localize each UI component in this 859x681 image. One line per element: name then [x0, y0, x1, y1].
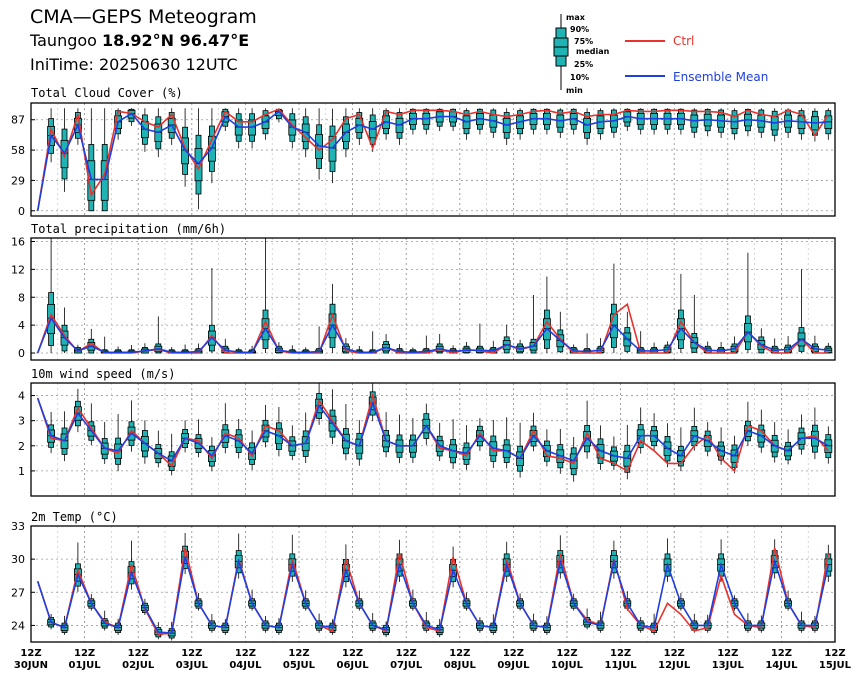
legend	[553, 14, 665, 90]
location-line: Taungoo 18.92°N 96.47°E	[30, 31, 249, 50]
x-date-label: 08JUL	[444, 660, 477, 671]
legend-box-label: 10%	[570, 73, 589, 82]
panel-title: 10m wind speed (m/s)	[31, 367, 176, 381]
x-date-label: 03JUL	[176, 660, 209, 671]
x-hour-label: 12Z	[771, 648, 792, 659]
y-tick-label: 24	[11, 619, 25, 632]
x-hour-label: 12Z	[396, 648, 417, 659]
panel-title: Total Cloud Cover (%)	[31, 86, 183, 100]
y-tick-label: 58	[11, 144, 25, 157]
panel-frame	[30, 525, 836, 643]
panel-title: 2m Temp (°C)	[31, 510, 118, 524]
panel-frame	[30, 237, 836, 361]
x-hour-label: 12Z	[664, 648, 685, 659]
mean-line	[36, 556, 830, 635]
panel-title: Total precipitation (mm/6h)	[31, 222, 226, 236]
x-date-label: 05JUL	[283, 660, 316, 671]
x-hour-label: 12Z	[20, 648, 41, 659]
y-tick-label: 1	[18, 465, 25, 478]
x-hour-label: 12Z	[235, 648, 256, 659]
x-date-label: 10JUL	[551, 660, 584, 671]
init-time: IniTime: 20250630 12UTC	[30, 55, 238, 74]
location-name: Taungoo	[30, 31, 97, 50]
x-date-label: 15JUL	[819, 660, 852, 671]
legend-box-label: 75%	[574, 37, 593, 46]
x-hour-label: 12Z	[128, 648, 149, 659]
y-tick-label: 12	[11, 263, 25, 276]
legend-mean-label: Ensemble Mean	[673, 70, 768, 84]
location-coords: 18.92°N 96.47°E	[102, 31, 250, 50]
x-date-label: 13JUL	[712, 660, 745, 671]
panel-frame	[30, 382, 836, 497]
panel-0	[30, 102, 836, 217]
mean-line	[36, 397, 829, 462]
x-date-label: 30JUN	[14, 660, 48, 671]
y-tick-label: 30	[11, 553, 25, 566]
y-tick-label: 87	[11, 114, 25, 127]
mean-line	[36, 316, 829, 354]
legend-box-label: median	[576, 47, 610, 56]
chart-title: CMA—GEPS Meteogram	[30, 6, 257, 28]
y-tick-label: 3	[18, 415, 25, 428]
x-date-label: 12JUL	[658, 660, 691, 671]
x-date-label: 02JUL	[122, 660, 155, 671]
panel-1	[30, 237, 836, 361]
x-hour-label: 12Z	[503, 648, 524, 659]
x-date-label: 07JUL	[390, 660, 423, 671]
x-hour-label: 12Z	[717, 648, 738, 659]
x-date-label: 04JUL	[229, 660, 262, 671]
x-date-label: 11JUL	[605, 660, 638, 671]
x-date-label: 14JUL	[765, 660, 798, 671]
y-tick-label: 0	[18, 205, 25, 218]
ctrl-line	[36, 108, 829, 211]
y-tick-label: 8	[18, 291, 25, 304]
y-tick-label: 2	[18, 440, 25, 453]
legend-ctrl-label: Ctrl	[673, 34, 694, 48]
x-hour-label: 12Z	[74, 648, 95, 659]
x-date-label: 01JUL	[69, 660, 102, 671]
y-tick-label: 16	[11, 235, 25, 248]
x-hour-label: 12Z	[824, 648, 845, 659]
x-hour-label: 12Z	[288, 648, 309, 659]
legend-box-label: max	[566, 13, 586, 22]
panel-2	[30, 382, 836, 497]
legend-box-label: 25%	[574, 60, 593, 69]
panel-3	[30, 525, 836, 643]
box-inner	[87, 160, 96, 201]
y-tick-label: 4	[18, 319, 25, 332]
x-date-label: 09JUL	[497, 660, 530, 671]
x-hour-label: 12Z	[449, 648, 470, 659]
y-tick-label: 33	[11, 520, 25, 533]
y-tick-label: 4	[18, 390, 25, 403]
mean-line	[36, 110, 829, 211]
panel-frame	[30, 102, 836, 217]
y-tick-label: 27	[11, 586, 25, 599]
x-hour-label: 12Z	[556, 648, 577, 659]
y-tick-label: 29	[11, 174, 25, 187]
x-hour-label: 12Z	[342, 648, 363, 659]
x-hour-label: 12Z	[610, 648, 631, 659]
legend-box-label: 90%	[570, 25, 589, 34]
y-tick-label: 0	[18, 347, 25, 360]
x-hour-label: 12Z	[181, 648, 202, 659]
x-date-label: 06JUL	[337, 660, 370, 671]
legend-box-label: min	[566, 86, 583, 95]
